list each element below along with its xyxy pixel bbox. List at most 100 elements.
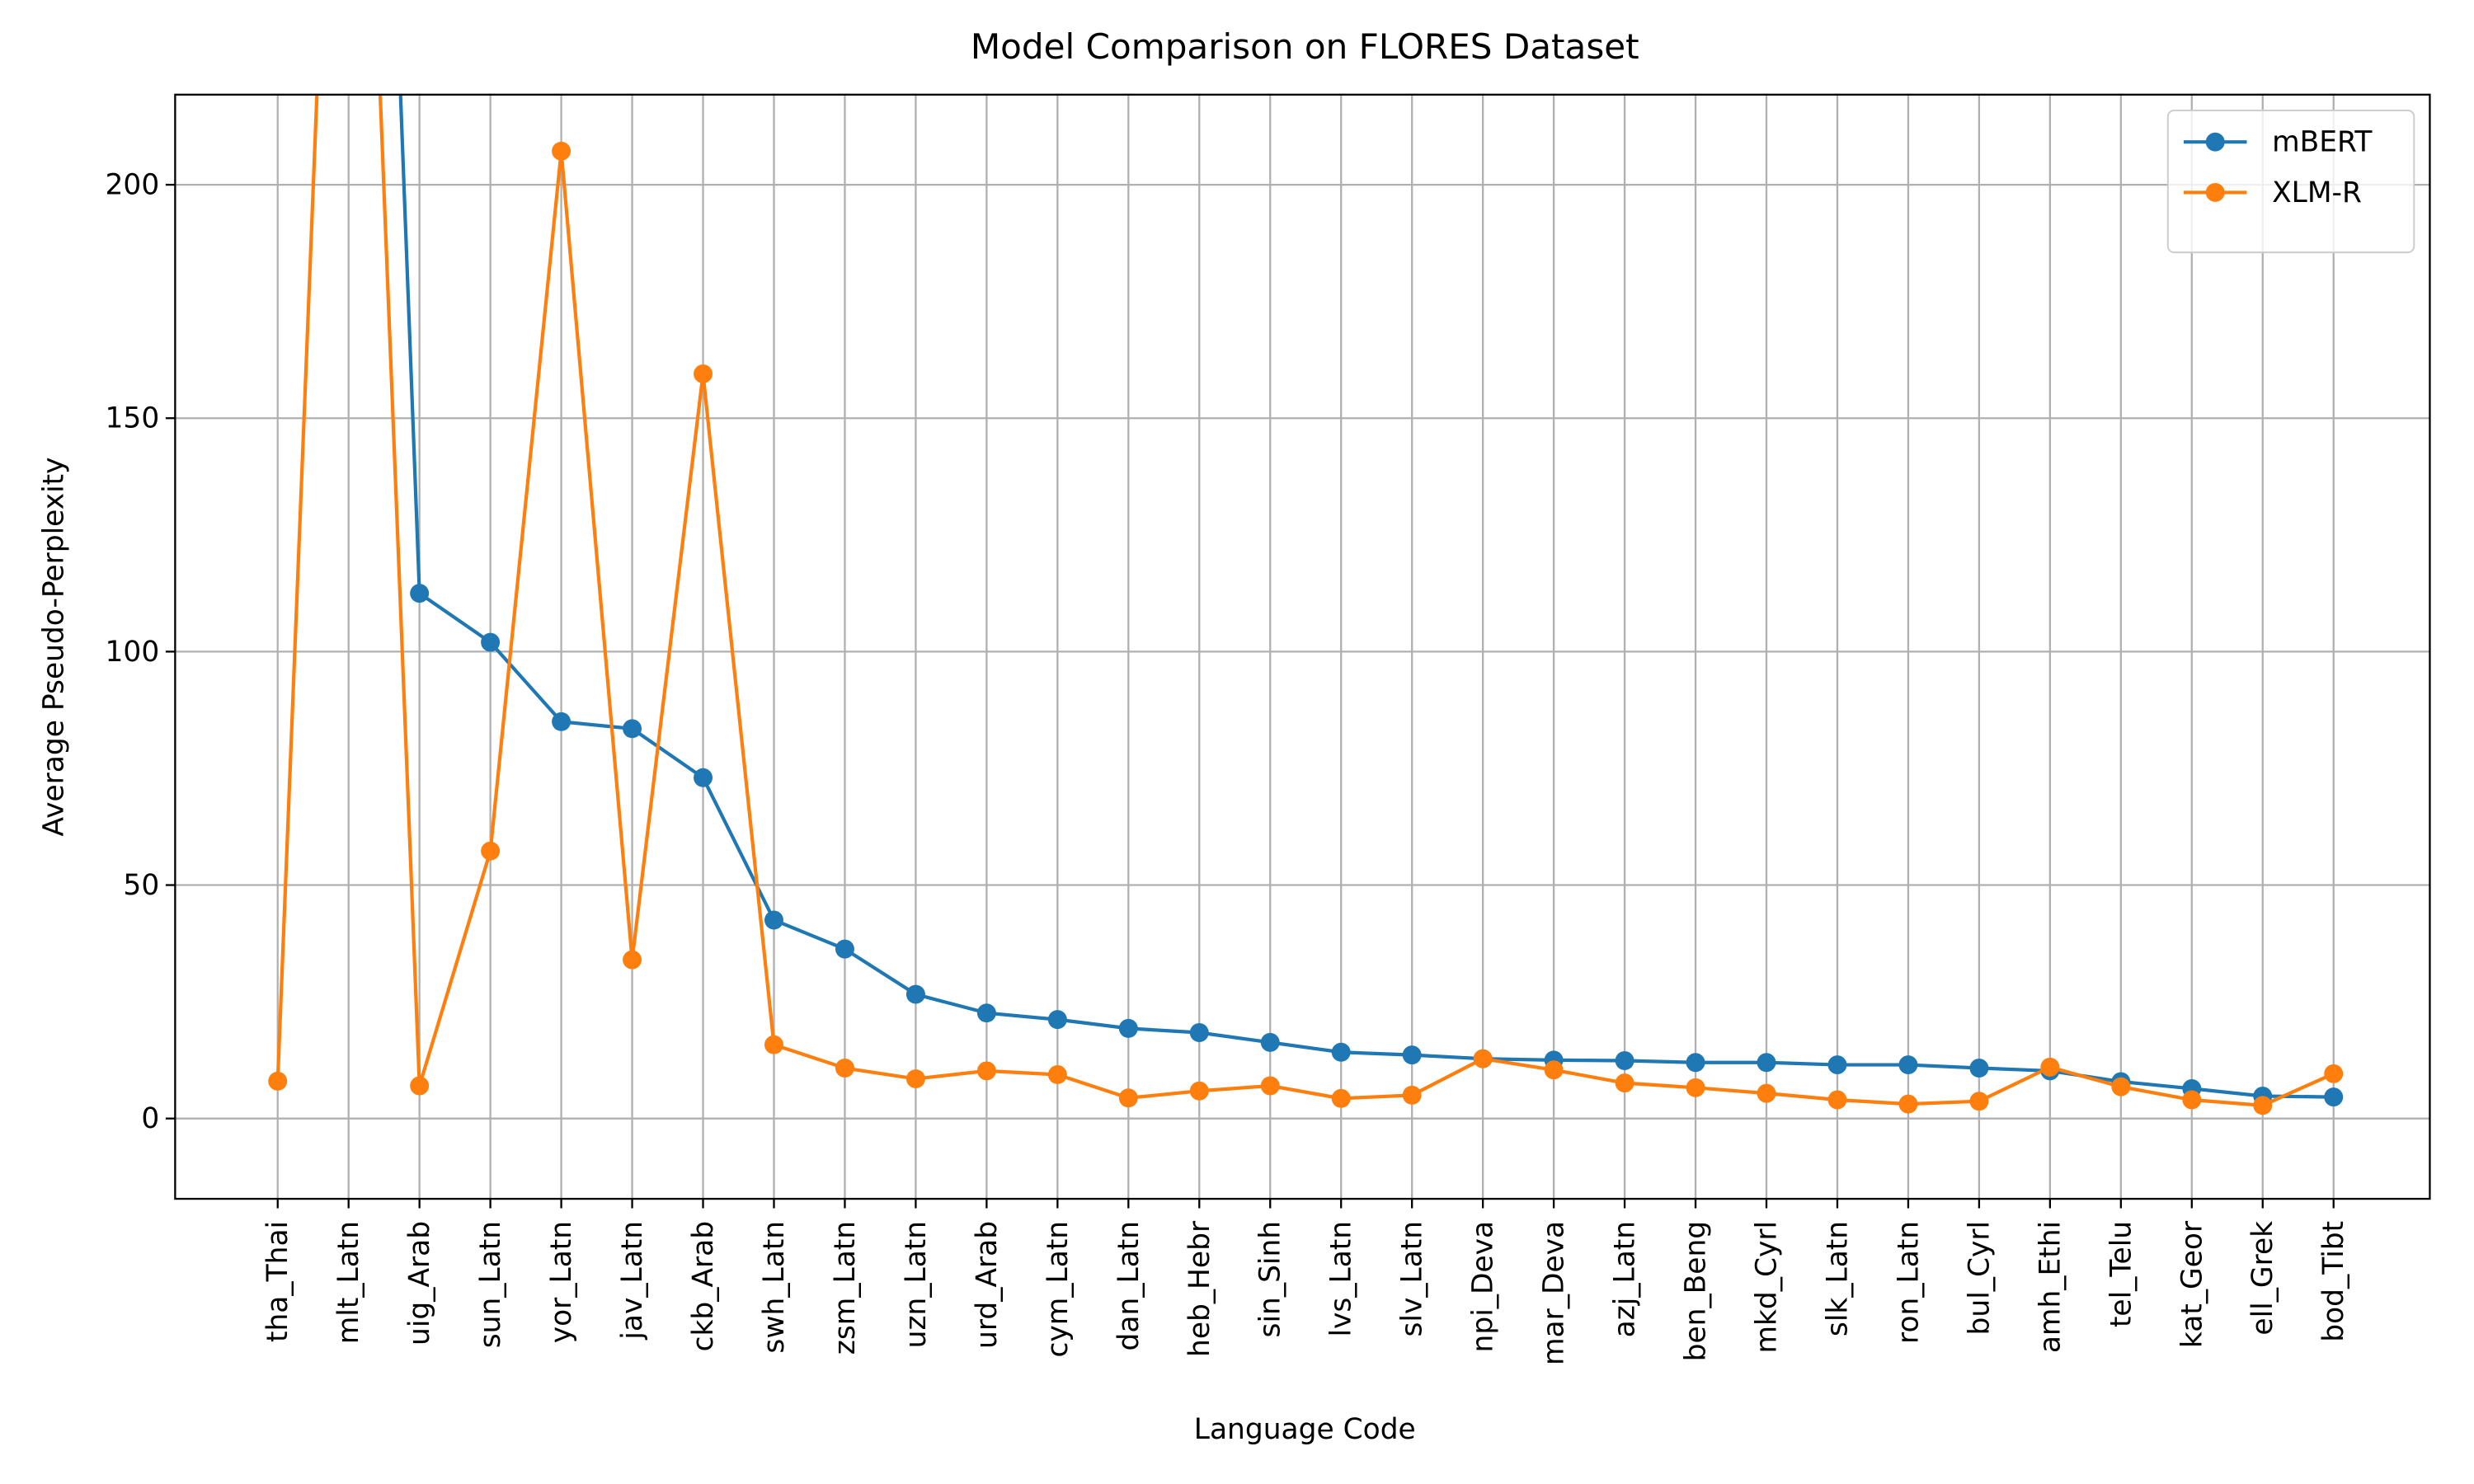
series-line <box>275 94 2335 1107</box>
x-tick-label: uig_Arab <box>403 1221 436 1345</box>
y-tick-label: 0 <box>141 1102 159 1135</box>
x-tick-label: ckb_Arab <box>687 1221 720 1352</box>
data-point <box>1898 1094 1918 1114</box>
data-point <box>976 1003 996 1023</box>
data-point <box>1260 1076 1280 1096</box>
data-point <box>1615 1073 1634 1093</box>
y-tick-label: 100 <box>106 636 160 669</box>
legend-marker <box>2205 182 2225 202</box>
data-point <box>1969 1092 1989 1111</box>
data-point <box>1189 1081 1209 1101</box>
data-point <box>764 910 783 930</box>
data-point <box>623 719 642 739</box>
data-point <box>905 984 925 1004</box>
x-tick-label: yor_Latn <box>545 1221 578 1343</box>
data-point <box>835 1059 854 1078</box>
y-tick-label: 150 <box>106 402 160 435</box>
data-point <box>1118 1018 1138 1038</box>
data-point <box>1260 1032 1280 1052</box>
series-line <box>398 94 2334 1099</box>
data-point <box>1686 1053 1705 1073</box>
x-tick-label: tel_Telu <box>2105 1221 2138 1327</box>
y-axis-label: Average Pseudo-Perplexity <box>38 457 71 836</box>
x-tick-label: bod_Tibt <box>2317 1221 2350 1342</box>
axes: 0 50 100 150 200 tha_Thai mlt_Latn uig_Arab sun_… <box>106 169 2351 1365</box>
grid <box>175 94 2430 1200</box>
data-point <box>1331 1042 1351 1062</box>
data-point <box>2253 1096 2273 1115</box>
data-point <box>905 1069 925 1089</box>
x-tick-label: mar_Deva <box>1538 1221 1571 1365</box>
data-point <box>2111 1077 2131 1097</box>
data-point <box>623 950 642 970</box>
x-tick-label: uzn_Latn <box>900 1221 933 1349</box>
chart-title: Model Comparison on FLORES Dataset <box>971 26 1639 67</box>
y-tick-label: 200 <box>106 169 160 202</box>
data-point <box>410 584 430 603</box>
legend-label: mBERT <box>2272 126 2373 159</box>
data-point <box>1047 1064 1067 1084</box>
x-tick-label: kat_Geor <box>2175 1220 2208 1348</box>
data-point <box>410 1076 430 1096</box>
data-point <box>835 939 854 959</box>
x-tick-label: tha_Thai <box>261 1221 294 1342</box>
data-point <box>552 711 571 731</box>
x-tick-label: mlt_Latn <box>332 1221 365 1344</box>
x-tick-label: lvs_Latn <box>1325 1221 1358 1337</box>
data-point <box>481 841 501 861</box>
x-tick-label: zsm_Latn <box>829 1221 862 1355</box>
x-tick-label: amh_Ethi <box>2034 1221 2067 1353</box>
x-tick-label: swh_Latn <box>758 1221 791 1354</box>
x-tick-label: slv_Latn <box>1396 1221 1429 1337</box>
x-tick-label: bul_Cyrl <box>1963 1221 1996 1336</box>
data-point <box>1118 1088 1138 1108</box>
data-point <box>1757 1083 1776 1103</box>
x-tick-label: sun_Latn <box>474 1221 507 1348</box>
data-point <box>2324 1064 2344 1083</box>
legend-marker <box>2205 132 2225 152</box>
plot-frame <box>174 93 2431 1200</box>
y-tick-label: 50 <box>123 869 159 902</box>
x-tick-label: heb_Hebr <box>1183 1220 1216 1357</box>
legend-box <box>2166 109 2415 254</box>
data-point <box>694 364 713 383</box>
x-tick-label: ell_Grek <box>2246 1221 2279 1336</box>
x-tick-label: mkd_Cyrl <box>1750 1221 1783 1354</box>
data-point <box>1189 1023 1209 1042</box>
x-tick-label: sin_Sinh <box>1254 1221 1287 1338</box>
x-axis-label: Language Code <box>1194 1413 1416 1446</box>
data-point <box>976 1061 996 1081</box>
legend-label: XLM-R <box>2272 176 2362 209</box>
x-tick-label: dan_Latn <box>1112 1221 1145 1351</box>
data-point <box>1331 1088 1351 1108</box>
plot-area <box>268 94 2344 1115</box>
data-point <box>2040 1057 2060 1077</box>
data-point <box>1402 1085 1422 1105</box>
data-point <box>1047 1010 1067 1030</box>
data-point <box>1827 1055 1847 1075</box>
data-point <box>1544 1060 1564 1080</box>
legend: mBERT XLM-R <box>2166 109 2415 254</box>
x-tick-label: cym_Latn <box>1042 1221 1075 1358</box>
data-point <box>2182 1090 2202 1110</box>
data-point <box>694 768 713 787</box>
data-point <box>1473 1049 1493 1068</box>
data-point <box>268 1071 288 1091</box>
x-tick-label: ron_Latn <box>1892 1221 1925 1344</box>
x-tick-label: azj_Latn <box>1609 1221 1642 1338</box>
data-point <box>552 141 571 161</box>
data-point <box>1757 1053 1776 1073</box>
data-point <box>764 1035 783 1054</box>
data-point <box>481 632 501 652</box>
data-point <box>1686 1078 1705 1097</box>
data-point <box>1615 1050 1634 1070</box>
x-tick-label: slk_Latn <box>1821 1221 1854 1336</box>
data-point <box>1402 1045 1422 1065</box>
x-tick-label: npi_Deva <box>1467 1221 1500 1353</box>
data-point <box>1827 1090 1847 1110</box>
data-point <box>1898 1055 1918 1075</box>
x-tick-label: ben_Beng <box>1680 1221 1713 1362</box>
data-point <box>1969 1059 1989 1078</box>
